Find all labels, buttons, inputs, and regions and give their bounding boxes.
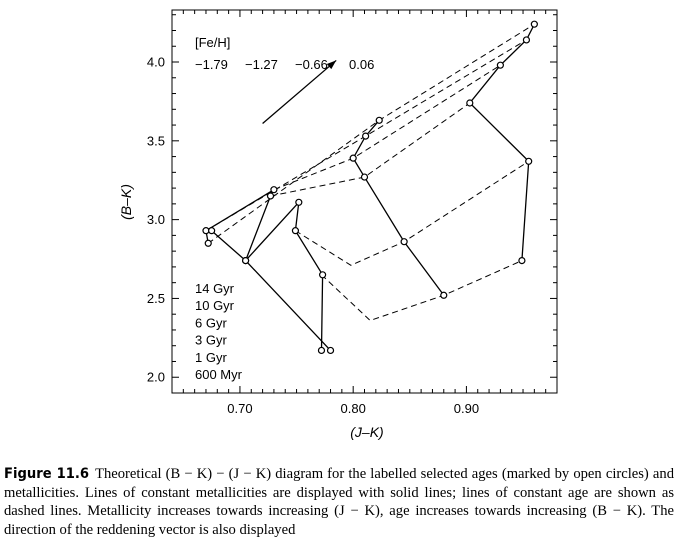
y-tick-label: 2.0 xyxy=(147,370,165,385)
x-tick-label: 0.80 xyxy=(341,401,366,416)
y-tick-label: 4.0 xyxy=(147,55,165,70)
caption-label: Figure 11.6 xyxy=(4,465,90,482)
metallicity-line xyxy=(211,200,324,351)
age-legend-label: 600 Myr xyxy=(195,367,243,382)
age-marker xyxy=(204,239,212,247)
age-marker xyxy=(242,257,250,265)
figure-caption: Figure 11.6 Theoretical (B − K) − (J − K)… xyxy=(4,465,674,539)
age-marker xyxy=(466,99,474,107)
age-marker xyxy=(525,157,533,165)
metallicity-legend-title: [Fe/H] xyxy=(195,35,230,50)
reddening-vector-arrowhead xyxy=(326,60,337,70)
age-legend-label: 1 Gyr xyxy=(195,350,227,365)
age-marker xyxy=(317,346,326,355)
age-marker xyxy=(208,227,216,235)
age-marker xyxy=(530,20,538,28)
age-marker xyxy=(291,227,300,235)
age-line xyxy=(321,260,523,322)
y-tick-label: 2.5 xyxy=(147,291,165,306)
age-marker xyxy=(440,291,448,299)
age-marker xyxy=(400,238,408,246)
axis-tick-labels: 0.70 0.80 0.90 2.0 2.5 3.0 3.5 4.0 xyxy=(147,55,479,416)
age-marker xyxy=(522,36,531,44)
y-tick-label: 3.5 xyxy=(147,133,165,148)
age-marker xyxy=(496,61,504,69)
age-marker xyxy=(319,271,327,279)
axis-ticks xyxy=(171,10,558,394)
chart-figure: 0.70 0.80 0.90 2.0 2.5 3.0 3.5 4.0 [Fe/H] −1.79 −… xyxy=(118,9,558,440)
metallicity-line xyxy=(352,119,445,296)
age-marker xyxy=(266,192,275,200)
reddening-vector xyxy=(262,59,337,124)
age-marker xyxy=(362,132,370,140)
age-line xyxy=(295,160,529,266)
age-marker xyxy=(326,346,335,355)
caption-text: Theoretical (B − K) − (J − K) diagram fo… xyxy=(4,466,674,538)
age-legend-label: 3 Gyr xyxy=(195,333,227,348)
age-marker xyxy=(360,173,369,181)
age-marker xyxy=(518,257,526,265)
age-marker xyxy=(270,186,278,194)
reddening-vector-line xyxy=(262,59,337,124)
y-tick-label: 3.0 xyxy=(147,212,165,227)
age-legend-label: 14 Gyr xyxy=(195,281,235,296)
x-tick-label: 0.70 xyxy=(227,401,252,416)
age-legend-label: 6 Gyr xyxy=(195,315,227,330)
x-axis-label: (J–K) xyxy=(350,424,383,440)
age-legend-label: 10 Gyr xyxy=(195,298,235,313)
age-marker xyxy=(295,198,303,206)
metallicity-legend-label: 0.06 xyxy=(349,57,374,72)
y-axis-label: (B–K) xyxy=(118,184,134,220)
age-markers xyxy=(202,20,538,355)
metallicity-line xyxy=(468,23,535,261)
metallicity-lines xyxy=(205,23,535,351)
legend-text: [Fe/H] −1.79 −1.27 −0.66 0.06 14 Gyr 10 Gyr 6 G… xyxy=(195,35,374,382)
x-tick-label: 0.90 xyxy=(454,401,479,416)
metallicity-legend-label: −1.27 xyxy=(245,57,278,72)
metallicity-legend-label: −1.79 xyxy=(195,57,228,72)
age-line xyxy=(270,102,471,197)
age-marker xyxy=(349,154,357,162)
age-marker xyxy=(375,116,383,124)
metallicity-legend-label: −0.66 xyxy=(295,57,328,72)
